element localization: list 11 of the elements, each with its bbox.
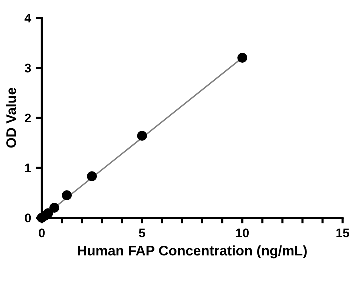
y-tick-label: 3	[24, 64, 32, 73]
y-tick-label: 1	[25, 164, 32, 173]
x-tick-label: 0	[39, 228, 45, 238]
x-tick-label: 15	[336, 228, 350, 238]
x-tick-label: 5	[139, 228, 146, 238]
y-axis-title: OD Value	[6, 88, 16, 148]
y-tick-label: 4	[24, 14, 32, 23]
y-tick-label: 2	[25, 114, 32, 123]
x-axis-title: Human FAP Concentration (ng/mL)	[78, 246, 307, 259]
x-tick-label: 10	[236, 228, 250, 238]
y-tick-label: 0	[25, 214, 32, 223]
